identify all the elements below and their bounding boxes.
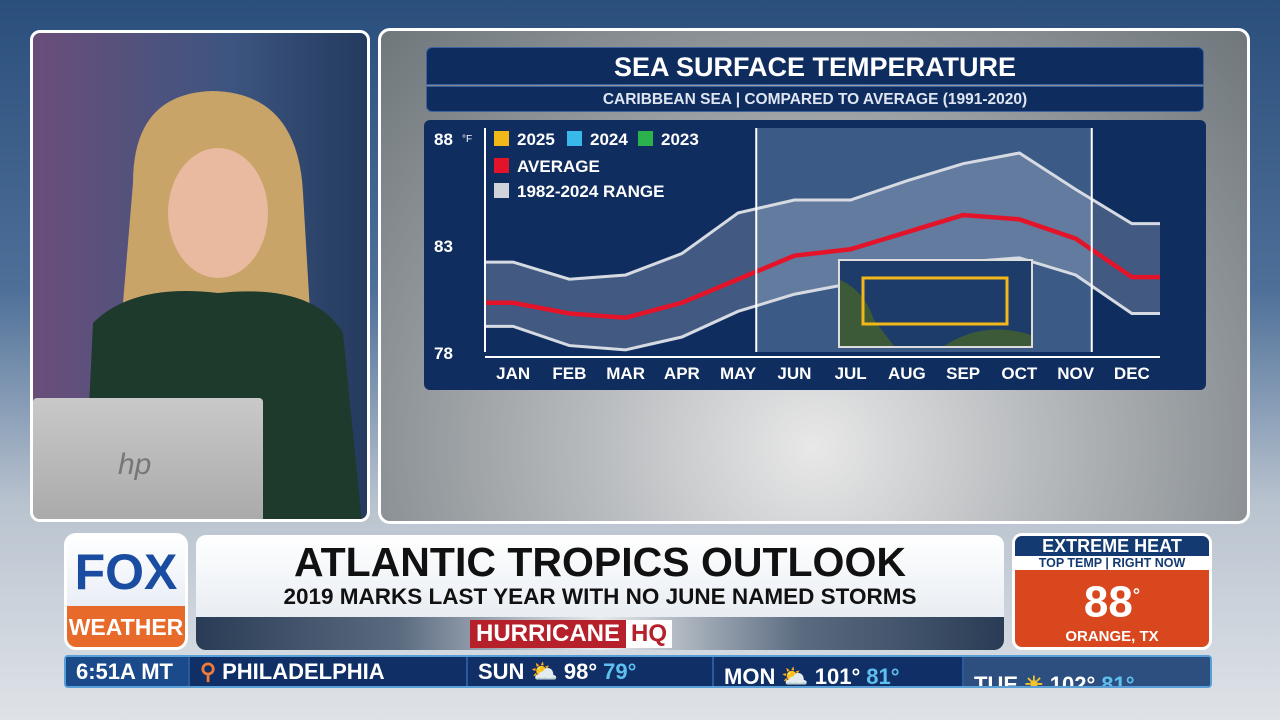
x-tick-label: MAY [720,364,757,383]
legend-swatch [494,183,509,198]
headline: ATLANTIC TROPICS OUTLOOK [294,539,906,585]
x-tick-label: JUL [835,364,867,383]
ticker-day-sun: SUN ⛅ 98° 79° [468,657,714,686]
day-label: TUE [974,671,1018,688]
hp-logo: hp [118,448,152,481]
x-tick-label: SEP [946,364,980,383]
chart-svg: 78 83 88 °F JAN FEB MAR APR MAY JUN JUL AUG SEP OCT NO… [434,128,1160,383]
legend-swatch [638,131,653,146]
y-tick-label: 78 [434,344,453,363]
sunny-icon: ☀ [1024,671,1044,688]
legend-swatch [567,131,582,146]
inset-land [840,280,1031,346]
x-tick-label: AUG [888,364,926,383]
legend-label: AVERAGE [517,157,600,176]
high-temp: 98° [563,658,598,684]
low-temp: 79° [603,658,637,684]
x-tick-label: OCT [1001,364,1038,383]
legend-label: 2023 [661,130,699,149]
chart-title: SEA SURFACE TEMPERATURE [426,47,1204,85]
extreme-heat-box: EXTREME HEAT TOP TEMP | RIGHT NOW 88° OR… [1012,533,1212,650]
ticker-city: ⚲ PHILADELPHIA [190,657,468,686]
range-lower-line [485,256,1160,352]
brand-hq: HQ [626,620,672,648]
high-temp: 102° [1049,671,1096,688]
logo-fox: FOX [67,536,185,606]
x-tick-label: APR [664,364,700,383]
fox-weather-logo: FOX WEATHER [64,533,188,650]
legend-label: 2024 [590,130,628,149]
average-line [485,212,1160,321]
x-tick-label: DEC [1114,364,1150,383]
heat-temp-value: 88 [1083,577,1133,627]
x-tick-label: FEB [552,364,586,383]
ticker-day-mon: MON ⛅ 101° 81° [714,657,964,686]
presenter-video: hp [30,30,370,522]
range-upper-line [485,151,1160,281]
y-tick-label: 83 [434,237,453,256]
laptop: hp [33,398,263,519]
brand-hurricane: HURRICANE [470,620,626,648]
x-tick-label: NOV [1057,364,1095,383]
ticker-day-tue: TUE ☀ 102° 81° [964,657,1210,686]
chart-subtitle: CARIBBEAN SEA | COMPARED TO AVERAGE (199… [426,86,1204,112]
brand-band: HURRICANE HQ [196,617,1004,650]
hurricane-hq-logo: HURRICANE HQ [470,620,672,648]
degree-symbol: ° [1132,585,1141,605]
inset-region-box [861,276,1009,326]
location-pin-icon: ⚲ [200,658,217,684]
partly-sunny-icon: ⛅ [781,663,809,688]
ticker-time: 6:51A MT [66,657,190,686]
logo-weather: WEATHER [67,606,185,647]
y-tick-label: 88 [434,130,453,149]
lower-third: ATLANTIC TROPICS OUTLOOK 2019 MARKS LAST… [196,535,1004,650]
legend-label: 1982-2024 RANGE [517,182,664,201]
legend-swatch [494,158,509,173]
low-temp: 81° [1101,671,1135,688]
sst-chart: 78 83 88 °F JAN FEB MAR APR MAY JUN JUL AUG SEP OCT NO… [424,120,1206,390]
y-unit-label: °F [462,134,472,145]
day-label: SUN [478,658,525,684]
heat-location: ORANGE, TX [1065,627,1159,645]
x-tick-label: JUN [777,364,811,383]
subheadline: 2019 MARKS LAST YEAR WITH NO JUNE NAMED … [283,584,917,609]
high-temp: 101° [814,663,861,688]
day-label: MON [724,663,776,688]
heat-title: EXTREME HEAT [1015,536,1209,556]
heat-temp: 88° [1015,570,1209,628]
x-tick-label: MAR [606,364,645,383]
weather-ticker: 6:51A MT ⚲ PHILADELPHIA SUN ⛅ 98° 79° MON ⛅ 10… [64,655,1212,688]
low-temp: 81° [866,663,900,688]
time-text: 6:51A MT [76,658,173,684]
x-tick-label: JAN [496,364,530,383]
heat-subtitle: TOP TEMP | RIGHT NOW [1015,556,1209,570]
partly-sunny-icon: ⛅ [530,658,558,684]
city-text: PHILADELPHIA [222,658,385,684]
legend-label: 2025 [517,130,555,149]
legend-swatch [494,131,509,146]
